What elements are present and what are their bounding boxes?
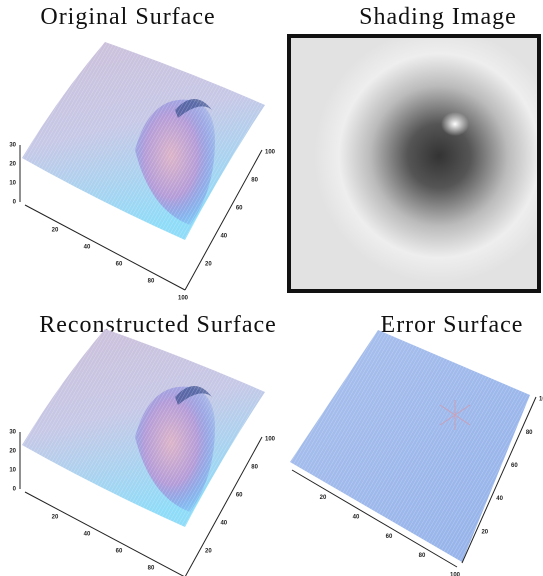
tick-label: 10 bbox=[9, 181, 16, 187]
tick-label: 100 bbox=[450, 573, 461, 576]
tick-label: 60 bbox=[236, 206, 243, 212]
panel-title: Reconstructed Surface bbox=[39, 312, 277, 338]
tick-label: 20 bbox=[205, 549, 212, 555]
tick-label: 10 bbox=[9, 468, 16, 474]
tick-label: 0 bbox=[13, 487, 17, 493]
tick-label: 40 bbox=[84, 532, 91, 538]
tick-label: 80 bbox=[251, 465, 258, 471]
figure: Original Surface Shading Image Reconstru… bbox=[0, 0, 543, 576]
panel-title: Original Surface bbox=[40, 4, 215, 30]
panel-title: Error Surface bbox=[381, 312, 524, 338]
shading-image bbox=[289, 36, 539, 291]
tick-label: 20 bbox=[52, 515, 59, 521]
highlight bbox=[441, 112, 469, 136]
tick-label: 40 bbox=[84, 245, 91, 251]
tick-label: 40 bbox=[220, 234, 227, 240]
panel-title: Shading Image bbox=[359, 4, 517, 30]
tick-label: 100 bbox=[178, 296, 189, 302]
tick-label: 80 bbox=[148, 566, 155, 572]
tick-label: 80 bbox=[419, 553, 426, 559]
tick-label: 80 bbox=[526, 430, 533, 436]
tick-label: 20 bbox=[9, 449, 16, 455]
surface-plot bbox=[20, 329, 265, 576]
tick-label: 60 bbox=[236, 493, 243, 499]
tick-label: 40 bbox=[220, 521, 227, 527]
tick-label: 20 bbox=[320, 495, 327, 501]
tick-label: 40 bbox=[496, 496, 503, 502]
tick-label: 0 bbox=[13, 200, 17, 206]
tick-label: 60 bbox=[116, 549, 123, 555]
tick-label: 60 bbox=[511, 463, 518, 469]
tick-label: 20 bbox=[9, 162, 16, 168]
tick-label: 100 bbox=[265, 150, 276, 156]
tick-label: 80 bbox=[251, 178, 258, 184]
tick-label: 30 bbox=[9, 430, 16, 436]
tick-label: 20 bbox=[52, 228, 59, 234]
error-surface bbox=[290, 330, 536, 567]
tick-label: 80 bbox=[148, 279, 155, 285]
surface-plot bbox=[20, 42, 265, 290]
tick-label: 60 bbox=[386, 534, 393, 540]
tick-label: 20 bbox=[481, 529, 488, 535]
tick-label: 40 bbox=[353, 514, 360, 520]
tick-label: 30 bbox=[9, 143, 16, 149]
tick-label: 100 bbox=[265, 437, 276, 443]
tick-label: 20 bbox=[205, 262, 212, 268]
tick-label: 100 bbox=[539, 397, 543, 403]
tick-label: 60 bbox=[116, 262, 123, 268]
